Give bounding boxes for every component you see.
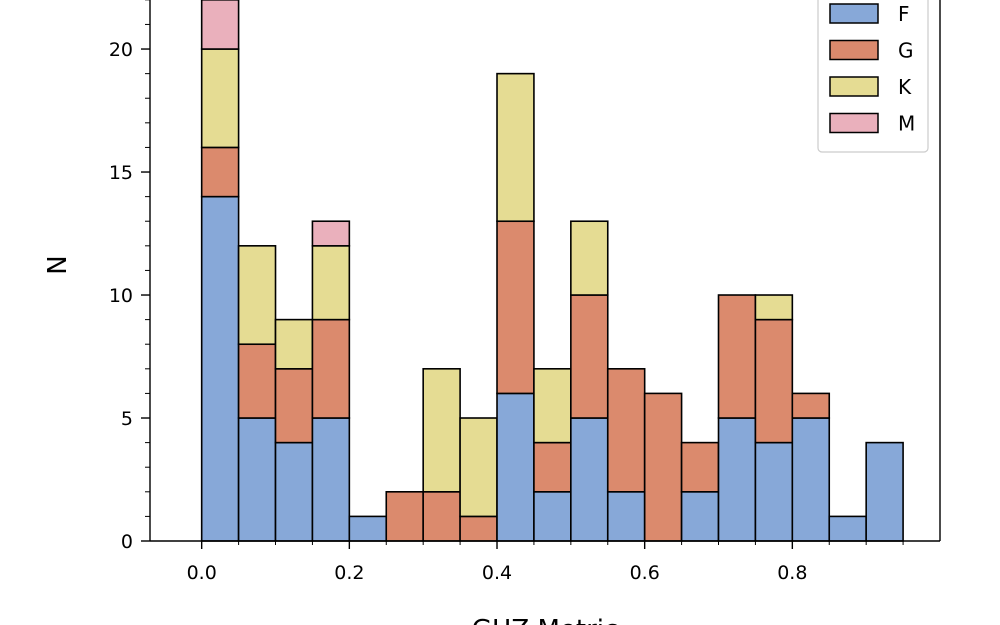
- x-tick-label-3: 0.6: [630, 562, 660, 584]
- legend-label-M: M: [898, 112, 915, 136]
- y-tick-label-4: 20: [109, 39, 133, 61]
- x-tick-label-4: 0.8: [777, 562, 807, 584]
- bar-K-bin-3: [311, 245, 351, 321]
- bar-M-bin-3: [311, 220, 351, 247]
- bar-K-bin-9: [533, 368, 572, 444]
- bar-G-bin-7: [459, 515, 498, 542]
- bar-F-bin-2: [274, 441, 314, 542]
- legend-label-F: F: [898, 2, 910, 26]
- bar-G-bin-9: [533, 441, 572, 493]
- bar-G-bin-12: [643, 392, 683, 542]
- bar-K-bin-7: [459, 417, 498, 518]
- bar-K-bin-6: [422, 368, 461, 493]
- bar-G-bin-13: [680, 441, 720, 493]
- bar-F-bin-0: [200, 195, 240, 542]
- bar-G-bin-2: [274, 368, 314, 444]
- legend-label-G: G: [898, 39, 914, 63]
- bar-G-bin-16: [791, 392, 831, 419]
- bar-G-bin-14: [717, 294, 757, 419]
- bar-G-bin-15: [754, 318, 794, 444]
- bar-M-bin-0: [200, 0, 240, 50]
- bar-F-bin-13: [680, 491, 720, 542]
- bar-K-bin-10: [570, 220, 609, 296]
- bar-F-bin-14: [717, 417, 757, 542]
- bar-F-bin-11: [606, 491, 646, 542]
- bar-F-bin-10: [570, 417, 609, 542]
- x-tick-label-0: 0.0: [187, 562, 217, 584]
- x-tick-label-1: 0.2: [334, 562, 364, 584]
- legend-swatch-K: [829, 76, 879, 97]
- bar-G-bin-1: [237, 343, 277, 419]
- bar-G-bin-0: [200, 146, 240, 198]
- y-tick-label-2: 10: [109, 285, 133, 307]
- bar-F-bin-1: [237, 417, 277, 542]
- y-tick-label-0: 0: [121, 531, 133, 553]
- bar-F-bin-3: [311, 417, 351, 542]
- bar-F-bin-9: [533, 491, 572, 542]
- x-tick-label-2: 0.4: [482, 562, 512, 584]
- bars-group: [200, 0, 904, 542]
- bar-F-bin-16: [791, 417, 831, 542]
- bar-K-bin-8: [496, 72, 535, 223]
- axes-group: 0.0 0.2 0.4 0.6 0.8 0 5 10 15 20: [109, 0, 941, 584]
- y-tick-label-1: 5: [121, 408, 133, 430]
- y-tick-label-3: 15: [109, 162, 133, 184]
- legend-label-K: K: [898, 75, 912, 99]
- bar-F-bin-15: [754, 441, 794, 542]
- bar-F-bin-17: [828, 515, 867, 542]
- bar-G-bin-8: [496, 220, 535, 395]
- bar-K-bin-15: [754, 294, 794, 321]
- bar-G-bin-5: [385, 491, 424, 542]
- bar-G-bin-6: [422, 491, 461, 542]
- bar-F-bin-4: [348, 515, 388, 542]
- bar-G-bin-10: [570, 294, 609, 419]
- legend-swatch-G: [829, 39, 879, 61]
- legend-swatch-M: [829, 112, 879, 134]
- y-axis-label: N: [43, 255, 73, 274]
- bar-G-bin-11: [606, 368, 646, 493]
- bar-F-bin-18: [865, 441, 904, 542]
- bar-G-bin-3: [311, 318, 351, 419]
- bar-K-bin-2: [274, 318, 314, 370]
- bar-F-bin-8: [496, 392, 535, 542]
- bar-K-bin-1: [237, 245, 277, 346]
- legend-swatch-F: [829, 3, 879, 24]
- bar-K-bin-0: [200, 48, 240, 149]
- x-axis-label: GHZ Metric: [472, 615, 619, 625]
